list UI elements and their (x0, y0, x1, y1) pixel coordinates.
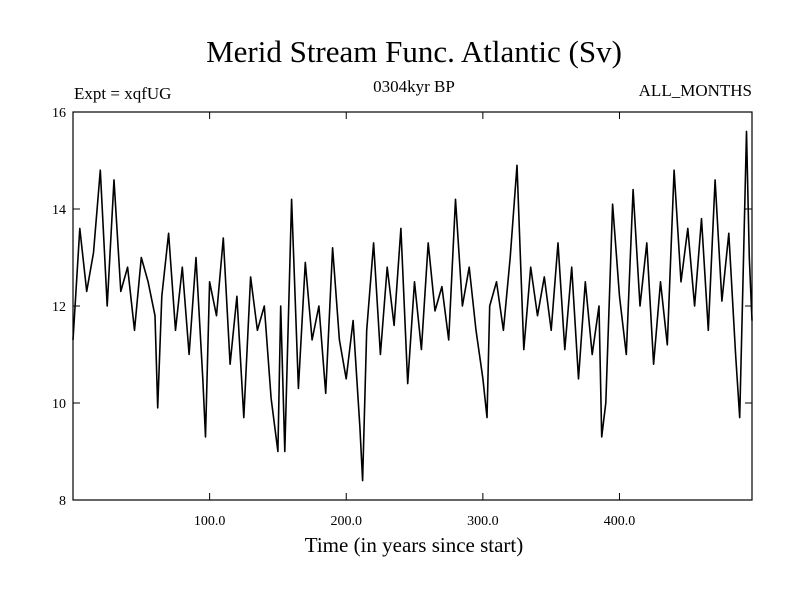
x-tick-label: 100.0 (194, 514, 226, 529)
y-tick-label: 10 (52, 397, 66, 412)
y-axis: 8 10 12 14 16 (52, 106, 752, 509)
x-tick-label: 200.0 (330, 514, 362, 529)
y-tick-label: 14 (52, 203, 66, 218)
y-tick-label: 16 (52, 106, 66, 121)
subtitle-left: Expt = xqfUG (74, 84, 171, 103)
x-axis-label: Time (in years since start) (305, 533, 524, 557)
x-tick-label: 300.0 (467, 514, 499, 529)
y-tick-label: 8 (59, 494, 66, 509)
y-tick-label: 12 (52, 300, 66, 315)
series-line (72, 130, 753, 482)
subtitle-center: 0304kyr BP (373, 77, 455, 96)
x-axis: 100.0 200.0 300.0 400.0 (194, 112, 635, 529)
chart-title: Merid Stream Func. Atlantic (Sv) (206, 34, 622, 69)
series-layer (72, 130, 753, 482)
x-tick-label: 400.0 (604, 514, 636, 529)
subtitle-right: ALL_MONTHS (639, 81, 752, 100)
